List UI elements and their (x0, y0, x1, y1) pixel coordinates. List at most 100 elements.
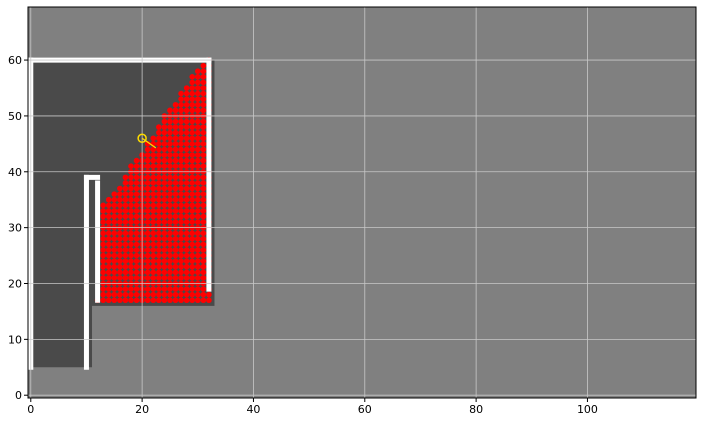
frontier-point (117, 286, 123, 292)
frontier-point (194, 275, 201, 281)
frontier-point (189, 180, 196, 186)
frontier-point (128, 202, 134, 209)
frontier-point (156, 180, 162, 186)
frontier-point (167, 191, 173, 197)
frontier-point (178, 263, 184, 270)
frontier-point (161, 191, 168, 197)
frontier-point (178, 230, 184, 237)
frontier-point (161, 230, 168, 237)
frontier-point (150, 185, 157, 192)
axes-frame (27, 6, 697, 399)
frontier-point (200, 146, 207, 153)
frontier-point (144, 236, 151, 242)
frontier-point (128, 163, 134, 169)
frontier-point (111, 202, 118, 209)
frontier-point (167, 124, 173, 130)
frontier-point (189, 118, 196, 125)
frontier-point (194, 230, 201, 237)
frontier-point (183, 180, 190, 186)
frontier-point (200, 90, 207, 97)
frontier-point (183, 275, 190, 281)
frontier-point (117, 219, 123, 225)
frontier-point (183, 191, 190, 197)
frontier-point (156, 258, 162, 264)
y-tick-label: 60 (8, 54, 22, 67)
frontier-point (156, 135, 162, 142)
frontier-point (172, 191, 179, 197)
frontier-point (144, 263, 151, 270)
frontier-point (194, 247, 201, 253)
frontier-point (200, 219, 207, 225)
frontier-point (167, 219, 173, 225)
frontier-point (128, 236, 134, 242)
x-tick-label: 60 (358, 403, 372, 416)
frontier-point (183, 185, 190, 192)
frontier-point (167, 152, 173, 158)
frontier-point (194, 213, 201, 220)
frontier-point (156, 252, 162, 259)
frontier-point (172, 141, 179, 147)
frontier-point (133, 202, 140, 209)
frontier-point (150, 269, 157, 276)
frontier-point (150, 241, 157, 248)
frontier-point (133, 157, 140, 164)
frontier-point (178, 101, 184, 108)
frontier-point (172, 258, 179, 264)
frontier-point (200, 252, 207, 259)
frontier-point (150, 180, 157, 186)
frontier-point (189, 74, 196, 80)
frontier-point (172, 146, 179, 153)
frontier-point (161, 146, 168, 153)
frontier-point (189, 191, 196, 197)
frontier-point (117, 196, 123, 203)
frontier-point (144, 185, 151, 192)
frontier-point (133, 286, 140, 292)
frontier-point (128, 180, 134, 186)
frontier-point (128, 196, 134, 203)
frontier-point (100, 275, 106, 281)
frontier-point (194, 90, 201, 97)
frontier-point (194, 152, 201, 158)
frontier-point (161, 213, 168, 220)
frontier-point (167, 180, 173, 186)
frontier-point (117, 269, 123, 276)
frontier-point (194, 297, 201, 304)
frontier-point (183, 291, 190, 298)
frontier-point (178, 275, 184, 281)
frontier-point (200, 101, 207, 108)
frontier-point (194, 196, 201, 203)
frontier-point (150, 202, 157, 209)
frontier-point (161, 180, 168, 186)
frontier-point (161, 258, 168, 264)
x-tick-label: 20 (135, 403, 149, 416)
frontier-point (178, 247, 184, 253)
frontier-point (178, 196, 184, 203)
frontier-point (194, 291, 201, 298)
frontier-point (178, 180, 184, 186)
frontier-point (189, 85, 196, 91)
frontier-point (128, 241, 134, 248)
frontier-point (100, 213, 106, 220)
frontier-point (156, 230, 162, 237)
frontier-point (189, 236, 196, 242)
frontier-point (156, 275, 162, 281)
frontier-point (178, 286, 184, 292)
frontier-point (156, 157, 162, 164)
frontier-point (167, 141, 173, 147)
frontier-point (105, 208, 112, 214)
frontier-point (172, 185, 179, 192)
frontier-point (172, 163, 179, 169)
frontier-point (172, 236, 179, 242)
frontier-point (183, 241, 190, 248)
frontier-point (183, 129, 190, 136)
frontier-point (117, 297, 123, 304)
frontier-point (183, 230, 190, 237)
frontier-point (128, 291, 134, 298)
frontier-point (105, 269, 112, 276)
frontier-point (172, 129, 179, 136)
frontier-point (111, 219, 118, 225)
frontier-point (144, 269, 151, 276)
frontier-point (161, 263, 168, 270)
frontier-point (122, 291, 129, 298)
frontier-point (122, 180, 129, 186)
